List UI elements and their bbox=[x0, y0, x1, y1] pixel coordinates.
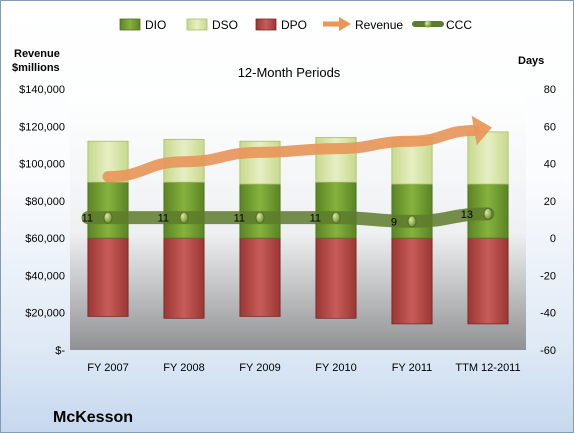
bar-dio bbox=[163, 181, 205, 239]
x-tick-label: FY 2009 bbox=[239, 362, 280, 374]
legend-item-revenue: Revenue bbox=[323, 17, 403, 32]
ccc-data-label: 11 bbox=[310, 213, 321, 225]
legend-label-revenue: Revenue bbox=[355, 18, 403, 32]
right-tick-label: 0 bbox=[550, 233, 556, 245]
legend-label-dpo: DPO bbox=[281, 18, 307, 32]
bar-dio bbox=[239, 183, 281, 239]
legend-item-dpo: DPO bbox=[255, 18, 307, 32]
left-tick-label: $80,000 bbox=[25, 196, 65, 208]
bar-dpo bbox=[391, 237, 433, 325]
ccc-series: 11 11 11 11 9 13 bbox=[81, 207, 495, 228]
legend-label-dio: DIO bbox=[145, 18, 166, 32]
bar-dpo bbox=[87, 237, 129, 317]
legend-item-dio: DIO bbox=[119, 18, 166, 32]
left-tick-label: $140,000 bbox=[19, 84, 65, 96]
bar-series bbox=[87, 131, 509, 325]
left-tick-label: $40,000 bbox=[25, 270, 65, 282]
legend-swatch-dpo bbox=[255, 18, 277, 31]
chart-title: 12-Month Periods bbox=[238, 65, 341, 80]
ccc-line bbox=[81, 207, 495, 228]
left-axis-title-line2: $millions bbox=[12, 62, 60, 74]
left-tick-label: $20,000 bbox=[25, 308, 65, 320]
right-axis-ticks: -60 -40 -20 0 20 40 60 80 bbox=[540, 84, 556, 357]
ccc-point bbox=[179, 211, 189, 224]
left-axis-title-line1: Revenue bbox=[14, 48, 60, 60]
right-tick-label: -40 bbox=[540, 308, 556, 320]
revenue-line bbox=[102, 125, 480, 183]
bar-dpo bbox=[239, 237, 281, 317]
left-tick-label: $100,000 bbox=[19, 159, 65, 171]
legend-dot-icon bbox=[424, 20, 432, 28]
ccc-point bbox=[255, 211, 265, 224]
company-name: McKesson bbox=[53, 409, 133, 426]
left-axis-ticks: $- $20,000 $40,000 $60,000 $80,000 $100,000 $1… bbox=[19, 84, 65, 357]
x-tick-label: FY 2010 bbox=[315, 362, 356, 374]
left-tick-label: $60,000 bbox=[25, 233, 65, 245]
ccc-data-label: 11 bbox=[234, 213, 245, 225]
right-tick-label: 60 bbox=[544, 121, 556, 133]
right-tick-label: 20 bbox=[544, 196, 556, 208]
ccc-point bbox=[407, 215, 417, 228]
right-axis-title: Days bbox=[518, 55, 544, 67]
legend-item-ccc: CCC bbox=[412, 18, 472, 32]
revenue-series bbox=[102, 115, 492, 183]
right-tick-label: -60 bbox=[540, 345, 556, 357]
ccc-data-label: 11 bbox=[158, 213, 169, 225]
x-tick-label: FY 2007 bbox=[87, 362, 128, 374]
legend-arrow-icon bbox=[339, 17, 351, 31]
legend-label-ccc: CCC bbox=[446, 18, 472, 32]
ccc-point bbox=[331, 211, 341, 224]
legend-label-dso: DSO bbox=[212, 18, 238, 32]
legend-item-dso: DSO bbox=[186, 18, 238, 32]
bar-dio bbox=[87, 181, 129, 239]
x-tick-label: TTM 12-2011 bbox=[455, 362, 520, 374]
x-tick-label: FY 2008 bbox=[163, 362, 204, 374]
x-axis-labels: FY 2007 FY 2008 FY 2009 FY 2010 FY 2011 TTM 1… bbox=[87, 362, 520, 374]
bar-dpo bbox=[315, 237, 357, 319]
bar-dio bbox=[391, 183, 433, 239]
left-tick-label: $- bbox=[55, 345, 65, 357]
right-tick-label: 40 bbox=[544, 159, 556, 171]
bar-dpo bbox=[163, 237, 205, 319]
x-tick-label: FY 2011 bbox=[392, 362, 433, 374]
bar-dso bbox=[467, 131, 509, 185]
ccc-data-label: 13 bbox=[461, 209, 473, 221]
right-tick-label: -20 bbox=[540, 270, 556, 282]
ccc-data-label: 9 bbox=[391, 216, 397, 228]
left-tick-label: $120,000 bbox=[19, 121, 65, 133]
legend-swatch-dso bbox=[186, 18, 208, 31]
ccc-point bbox=[483, 208, 493, 220]
ccc-point bbox=[103, 211, 113, 224]
legend: DIO DSO DPO Revenue CCC bbox=[119, 17, 472, 32]
right-tick-label: 80 bbox=[544, 84, 556, 96]
legend-swatch-dio bbox=[119, 18, 141, 31]
ccc-data-label: 11 bbox=[82, 213, 93, 225]
bar-dio bbox=[315, 181, 357, 239]
bar-dpo bbox=[467, 237, 509, 325]
revenue-arrowhead bbox=[471, 115, 492, 146]
